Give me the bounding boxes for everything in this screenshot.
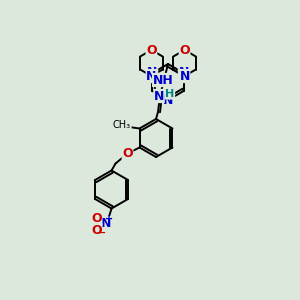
Text: CH₃: CH₃ xyxy=(112,119,131,130)
Text: H: H xyxy=(165,89,175,99)
Text: N: N xyxy=(146,70,157,83)
Text: N: N xyxy=(163,94,173,106)
Text: +: + xyxy=(106,214,114,224)
Text: O: O xyxy=(91,212,102,225)
Text: O: O xyxy=(122,147,133,160)
Text: N: N xyxy=(178,67,189,80)
Text: O: O xyxy=(146,44,157,56)
Text: O: O xyxy=(179,44,190,56)
Text: N: N xyxy=(147,67,158,80)
Text: O: O xyxy=(91,224,102,237)
Text: −: − xyxy=(97,227,106,238)
Text: NH: NH xyxy=(153,74,173,86)
Text: N: N xyxy=(179,70,190,83)
Text: N: N xyxy=(154,89,164,103)
Text: O: O xyxy=(120,120,131,133)
Text: N: N xyxy=(101,217,112,230)
